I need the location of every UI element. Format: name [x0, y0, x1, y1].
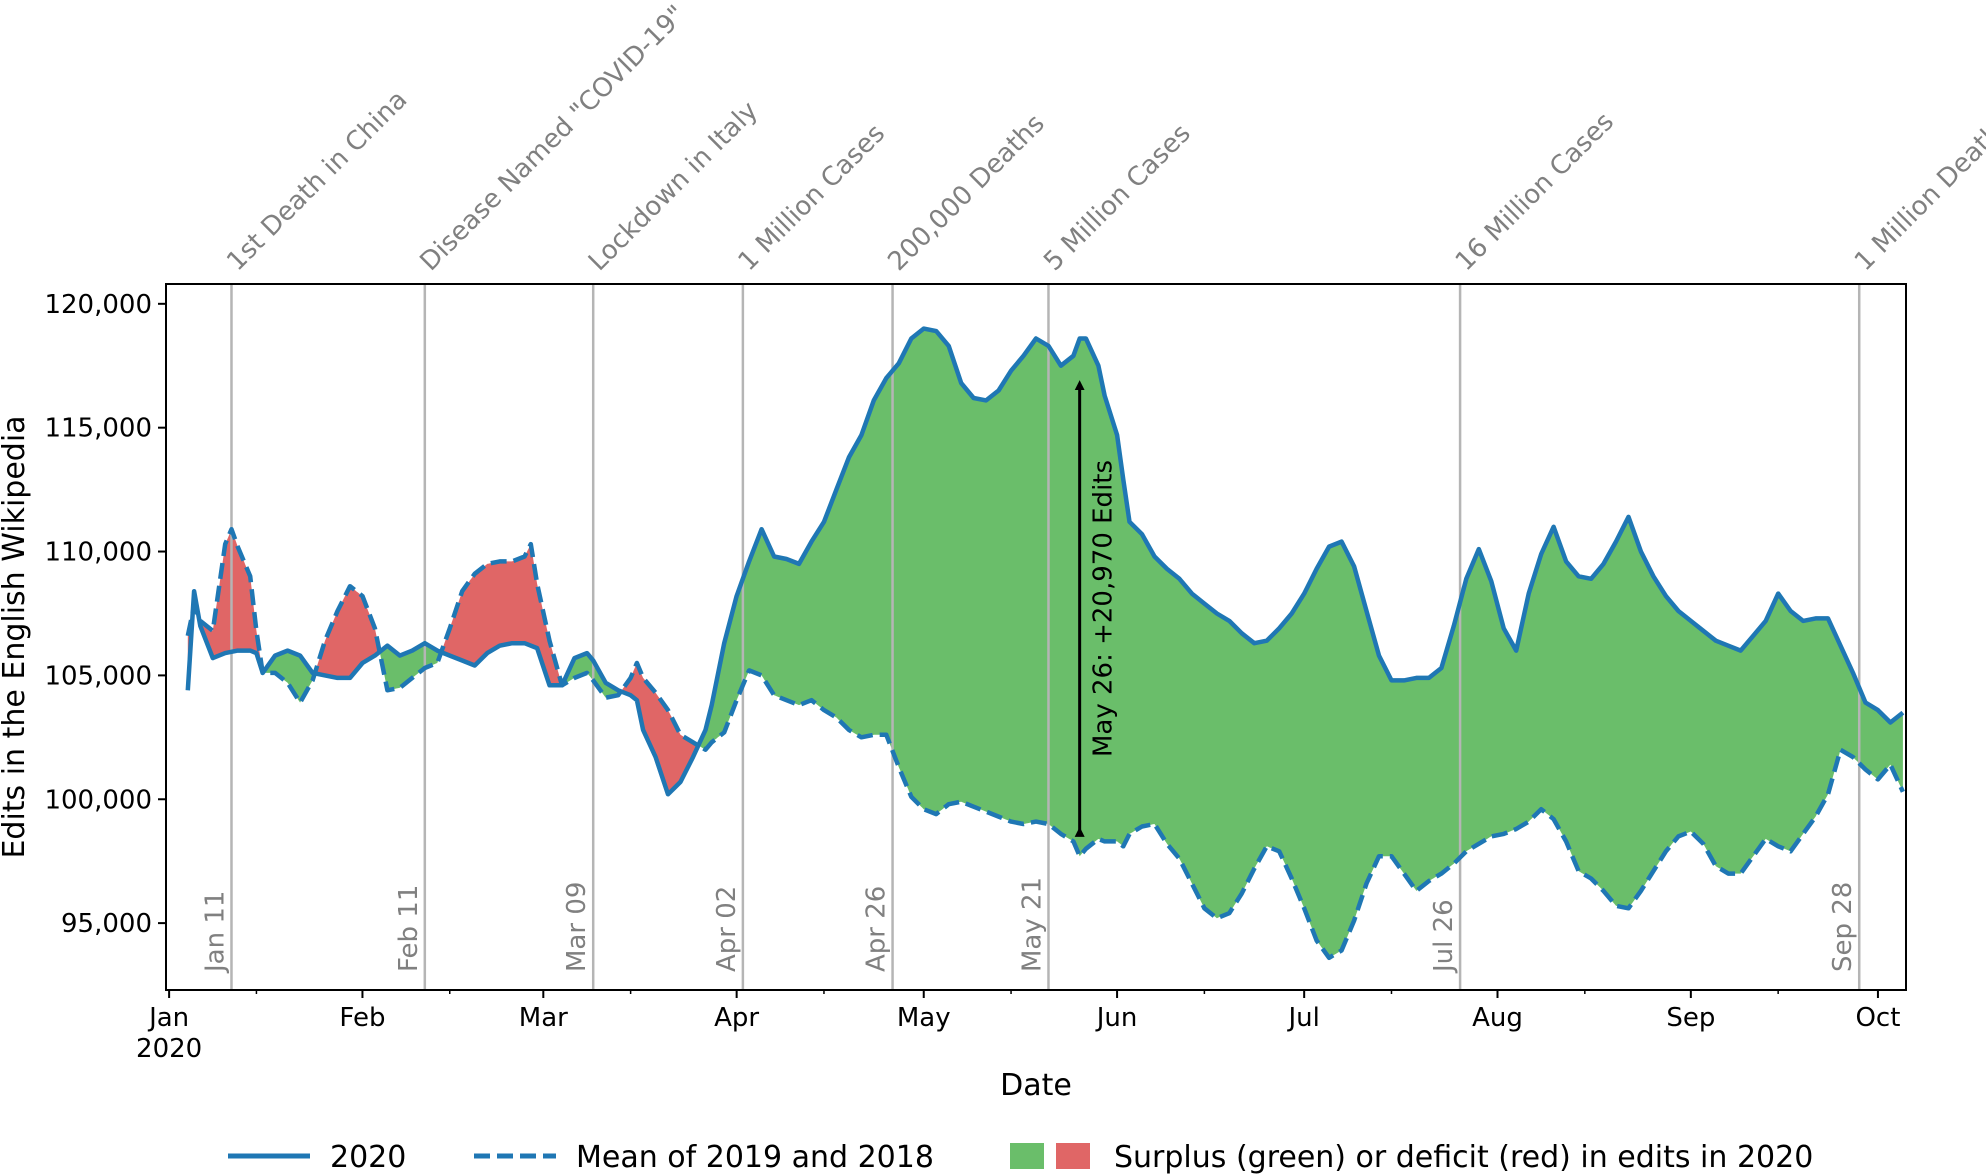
plot-frame — [165, 283, 1907, 991]
series-2020-line — [185, 326, 1905, 797]
y-axis: 95,000 100,000 105,000 110,000 115,000 120,00… — [44, 290, 166, 939]
deficit-area — [620, 663, 699, 795]
x-tick-label: Sep — [1666, 1003, 1715, 1033]
x-tick-label: Feb — [339, 1003, 385, 1033]
legend-label: 2020 — [330, 1140, 406, 1174]
surplus-area — [562, 653, 621, 698]
event-date-label: Apr 26 — [862, 886, 892, 972]
y-tick-label: 105,000 — [44, 661, 152, 691]
peak-annotation: May 26: +20,970 Edits — [1074, 380, 1119, 837]
x-tick-label: Mar — [519, 1003, 568, 1033]
surplus-area — [262, 650, 315, 703]
event-label: 200,000 Deaths — [882, 109, 1050, 277]
event-lines — [230, 284, 1861, 990]
x-tick-label: Jul — [1286, 1003, 1319, 1033]
event-date-label: Sep 28 — [1828, 882, 1858, 972]
x-tick-label: Aug — [1472, 1003, 1523, 1033]
legend: 2020 Mean of 2019 and 2018 Surplus (green)… — [228, 1140, 1813, 1174]
annotation-label: May 26: +20,970 Edits — [1089, 460, 1119, 757]
event-date-label: Jan 11 — [201, 891, 231, 974]
x-tick-year-label: 2020 — [136, 1034, 202, 1064]
x-tick-label: Jun — [1095, 1003, 1138, 1033]
x-tick-label: Oct — [1855, 1003, 1900, 1033]
y-tick-label: 115,000 — [44, 414, 152, 444]
legend-label: Mean of 2019 and 2018 — [576, 1140, 934, 1174]
event-label: Lockdown in Italy — [583, 96, 764, 277]
deficit-area — [441, 544, 562, 686]
event-date-label: Mar 09 — [562, 882, 592, 972]
event-date-label: Jul 26 — [1429, 899, 1459, 974]
event-label: Disease Named "COVID-19" — [415, 0, 692, 277]
event-date-label: Feb 11 — [394, 885, 424, 972]
event-date-label: May 21 — [1018, 877, 1048, 972]
y-axis-title: Edits in the English Wikipedia — [0, 415, 32, 858]
event-date-label: Apr 02 — [712, 886, 742, 972]
surplus-deficit-fill — [187, 328, 1903, 958]
legend-green-swatch — [1010, 1143, 1044, 1169]
series-lines — [185, 326, 1905, 961]
legend-label: Surplus (green) or deficit (red) in edit… — [1114, 1140, 1813, 1174]
event-label: 1st Death in China — [221, 85, 413, 277]
y-tick-label: 100,000 — [44, 785, 152, 815]
mean-2019-2018-line — [185, 526, 1905, 961]
event-label: 1 Million Cases — [733, 119, 891, 277]
event-label: 5 Million Cases — [1038, 119, 1196, 277]
x-axis-title: Date — [1000, 1068, 1072, 1103]
x-tick-label: Jan — [147, 1003, 189, 1033]
surplus-area — [698, 328, 1903, 958]
y-tick-label: 110,000 — [44, 538, 152, 568]
x-tick-label: May — [897, 1003, 951, 1033]
event-label: 16 Million Cases — [1450, 107, 1620, 277]
legend-red-swatch — [1056, 1143, 1090, 1169]
y-tick-label: 95,000 — [61, 909, 152, 939]
event-label: 1 Million Deaths — [1849, 108, 1986, 277]
deficit-area — [314, 586, 380, 678]
x-tick-label: Apr — [714, 1003, 759, 1033]
y-tick-label: 120,000 — [44, 290, 152, 320]
